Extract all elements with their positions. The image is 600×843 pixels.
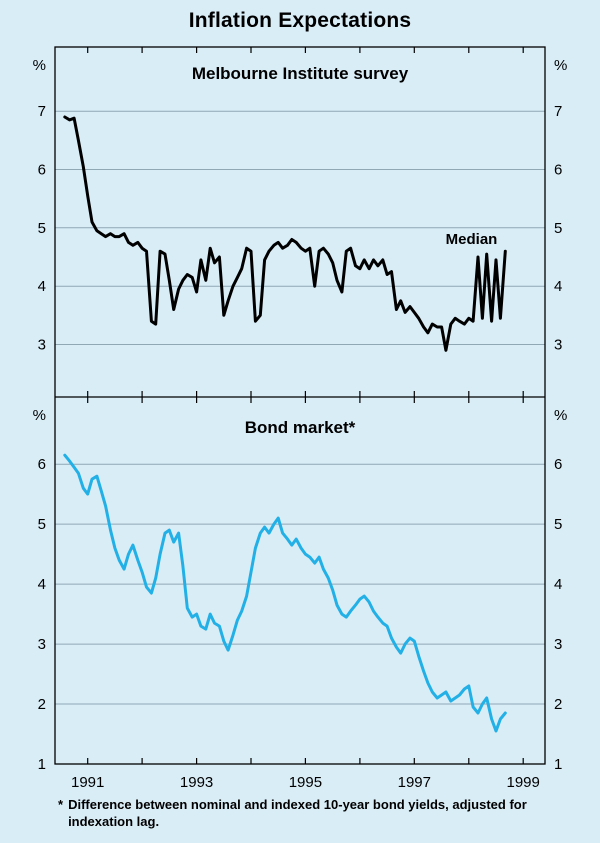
series-line-melbourne-median	[63, 115, 507, 352]
x-tick-label: 1995	[289, 774, 322, 791]
y-tick-label-right: 3	[554, 337, 562, 354]
x-tick-label: 1991	[71, 774, 104, 791]
y-tick-label-left: 1	[38, 756, 46, 773]
panel-title-bond-market: Bond market*	[245, 418, 356, 437]
y-tick-label-right: 1	[554, 756, 562, 773]
y-tick-label-left: 5	[38, 516, 46, 533]
y-tick-label-right: 6	[554, 456, 562, 473]
panel-title-melbourne-survey: Melbourne Institute survey	[192, 64, 409, 83]
chart-frame	[54, 46, 546, 765]
y-tick-label-left: 6	[38, 162, 46, 179]
y-tick-label-left: 2	[38, 696, 46, 713]
x-tick-label: 1997	[398, 774, 431, 791]
y-tick-label-right: 7	[554, 103, 562, 120]
y-tick-label-right: 4	[554, 576, 562, 593]
series-line-bond-market	[63, 453, 507, 733]
footnote: * Difference between nominal and indexed…	[58, 796, 536, 830]
y-tick-label-left: 3	[38, 636, 46, 653]
chart-plot-area: 3 3 4 4 5 5 6 6 7 7 Median 1 1 2 2 3 3 4 4 5 5 6 6 1991 1993 1995…	[38, 46, 562, 791]
footnote-text: Difference between nominal and indexed 1…	[68, 797, 527, 830]
y-tick-label-left: 4	[38, 278, 46, 295]
y-tick-label-right: 3	[554, 636, 562, 653]
footnote-marker: *	[58, 797, 64, 812]
y-tick-label-left: 7	[38, 103, 46, 120]
chart-title: Inflation Expectations	[188, 9, 412, 32]
y-tick-label-right: 5	[554, 220, 562, 237]
y-tick-label-left: 5	[38, 220, 46, 237]
y-tick-label-left: 3	[38, 337, 46, 354]
percent-label-bottom-left: %	[33, 407, 46, 424]
percent-label-top-left: %	[33, 57, 46, 74]
x-tick-label: 1993	[180, 774, 213, 791]
percent-label-top-right: %	[554, 57, 567, 74]
y-tick-label-left: 4	[38, 576, 46, 593]
y-tick-label-right: 2	[554, 696, 562, 713]
y-tick-label-right: 4	[554, 278, 562, 295]
percent-label-bottom-right: %	[554, 407, 567, 424]
y-tick-label-right: 5	[554, 516, 562, 533]
x-tick-label: 1999	[507, 774, 540, 791]
y-tick-label-left: 6	[38, 456, 46, 473]
y-tick-label-right: 6	[554, 162, 562, 179]
median-label: Median	[446, 231, 498, 248]
